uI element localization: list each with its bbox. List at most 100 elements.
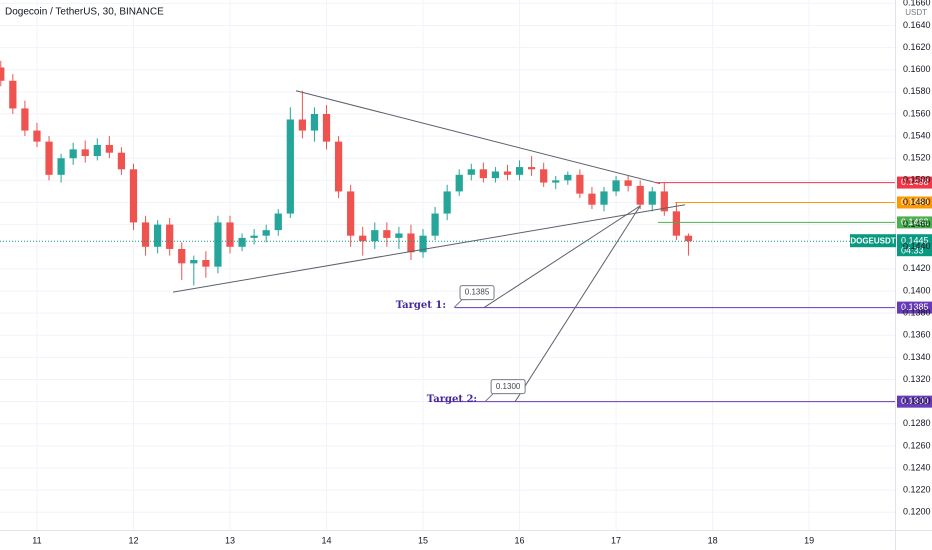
- candle-body: [383, 230, 391, 238]
- y-tick-label: 0.1460: [903, 219, 931, 229]
- x-tick-label: 12: [128, 535, 138, 545]
- candle-body: [431, 213, 439, 236]
- x-tick-label: 18: [708, 535, 718, 545]
- last-price-label: 0.1445: [901, 236, 929, 246]
- y-tick-label: 0.1200: [903, 507, 931, 517]
- candle-body: [93, 144, 101, 157]
- y-tick-label: 0.1420: [903, 263, 931, 273]
- candle-body: [588, 193, 596, 205]
- x-tick-label: 11: [32, 535, 41, 545]
- y-tick-label: 0.1640: [903, 20, 931, 30]
- y-tick-label: 0.1220: [903, 485, 931, 495]
- y-tick-label: 0.1520: [903, 153, 931, 163]
- y-tick-label: 0.1240: [903, 462, 931, 472]
- candle-body: [33, 130, 41, 142]
- overlays: 0.1498 0.1480 0.1462 0.1385 0.1300 0.144504:3…: [0, 90, 932, 408]
- candle-body: [250, 235, 258, 238]
- candle-body: [322, 113, 331, 142]
- chart-title: Dogecoin / TetherUS, 30, BINANCE: [5, 7, 164, 18]
- y-tick-label: 0.1260: [903, 440, 931, 450]
- level-label: 0.1462: [901, 217, 929, 227]
- y-tick-label: 0.1360: [903, 330, 931, 340]
- callout-label: 0.1385: [465, 288, 490, 297]
- y-tick-label: 0.1440: [903, 241, 931, 251]
- candle-body: [274, 213, 282, 231]
- candle-body: [0, 67, 5, 81]
- candle-body: [648, 191, 656, 205]
- candle-body: [214, 222, 222, 267]
- symbol-badge: [850, 234, 896, 248]
- x-tick-label: 16: [515, 535, 525, 545]
- candle-body: [564, 174, 572, 181]
- y-tick-label: 0.1500: [903, 175, 931, 185]
- level-label: 0.1385: [901, 302, 929, 312]
- candle-body: [443, 191, 451, 214]
- candle-body: [45, 141, 53, 175]
- candle-body: [503, 171, 512, 175]
- candle-body: [395, 233, 403, 238]
- candle-body: [479, 169, 487, 179]
- candle-body: [117, 152, 126, 170]
- trendline: [295, 90, 661, 185]
- candle-body: [515, 167, 524, 175]
- candle-body: [129, 169, 138, 223]
- candle-body: [467, 169, 475, 175]
- candle-body: [660, 191, 668, 212]
- y-tick-label: 0.1300: [903, 396, 931, 406]
- candle-body: [419, 235, 427, 253]
- candle-body: [202, 260, 210, 267]
- candle-body: [57, 158, 65, 175]
- candle-body: [141, 222, 150, 247]
- candle-body: [190, 260, 198, 264]
- trendline: [172, 204, 686, 293]
- candle-body: [407, 233, 415, 253]
- last-price-badge: [897, 234, 932, 257]
- currency-label: USDT: [905, 8, 927, 17]
- level-label: 0.1480: [901, 197, 929, 207]
- candle-body: [298, 119, 307, 131]
- x-tick-label: 14: [322, 535, 332, 545]
- candle-body: [612, 180, 620, 192]
- candle-body: [540, 169, 548, 183]
- y-tick-label: 0.1620: [903, 42, 931, 52]
- candle-body: [672, 211, 681, 236]
- candle-body: [455, 174, 463, 192]
- candle-body: [347, 191, 355, 236]
- level-badge: [897, 176, 932, 189]
- candle-body: [491, 171, 500, 179]
- target-label: Target 2:: [427, 394, 477, 405]
- callout-label: 0.1300: [496, 382, 521, 391]
- callout-box: [459, 285, 495, 301]
- candle-body: [310, 113, 319, 131]
- candle-body: [600, 191, 608, 205]
- grid: [0, 0, 895, 530]
- y-tick-label: 0.1560: [903, 108, 931, 118]
- candle-body: [262, 230, 270, 236]
- candle-body: [166, 224, 174, 249]
- candle-body: [226, 222, 234, 247]
- level-label: 0.1498: [901, 177, 929, 187]
- candle-body: [334, 141, 343, 192]
- candle-body: [9, 80, 17, 109]
- candle-body: [69, 149, 77, 159]
- candle-body: [359, 235, 367, 242]
- callout-box: [490, 379, 526, 395]
- candle-body: [527, 167, 536, 170]
- candle-body: [238, 237, 246, 247]
- target-label: Target 1:: [396, 300, 446, 311]
- y-tick-label: 0.1660: [903, 0, 931, 8]
- level-badge: [897, 395, 932, 408]
- candle-body: [552, 180, 560, 183]
- x-tick-label: 17: [611, 535, 621, 545]
- candle-body: [21, 108, 29, 131]
- x-tick-label: 13: [225, 535, 235, 545]
- candle-body: [371, 230, 379, 242]
- level-badge: [897, 301, 932, 314]
- target-connector: [514, 205, 641, 402]
- y-tick-label: 0.1600: [903, 64, 931, 74]
- target-connector: [483, 205, 641, 309]
- y-tick-label: 0.1280: [903, 418, 931, 428]
- y-tick-label: 0.1400: [903, 285, 931, 295]
